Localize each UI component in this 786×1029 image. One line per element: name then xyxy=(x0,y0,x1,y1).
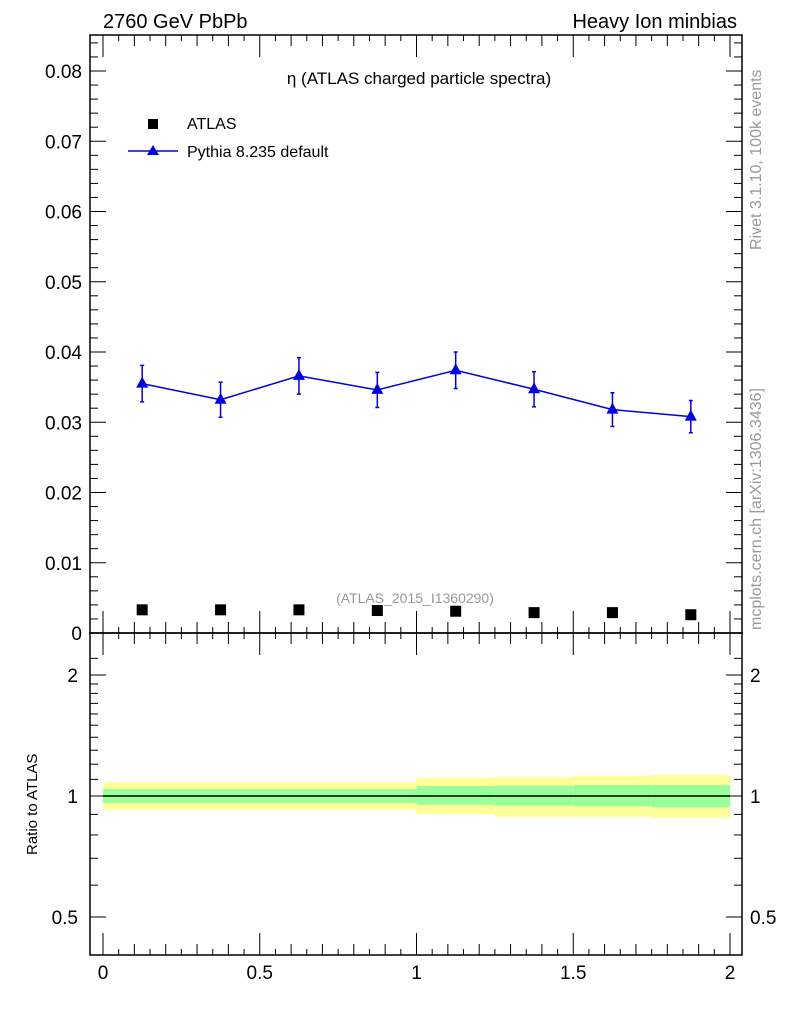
y-tick-label: 0.02 xyxy=(45,484,82,505)
x-tick-label: 0.5 xyxy=(247,963,273,984)
atlas-point xyxy=(371,605,383,617)
legend-pythia-label: Pythia 8.235 default xyxy=(187,144,329,161)
legend-pythia-marker xyxy=(147,145,159,155)
pythia-point xyxy=(606,402,619,414)
rivet-label: Rivet 3.1.10, 100k events xyxy=(748,69,765,250)
chart-marks xyxy=(136,351,697,621)
x-tick-label: 0 xyxy=(98,963,109,984)
pythia-point xyxy=(214,392,227,404)
pythia-line xyxy=(142,369,691,418)
ratio-y-tick-label-right: 2 xyxy=(750,666,761,687)
y-tick-label: 0.06 xyxy=(45,203,82,224)
x-tick-label: 1 xyxy=(411,963,422,984)
x-tick-label: 1.5 xyxy=(560,963,586,984)
legend-atlas-label: ATLAS xyxy=(187,116,237,133)
analysis-tag: (ATLAS_2015_I1360290) xyxy=(336,590,494,606)
header-right: Heavy Ion minbias xyxy=(572,11,737,33)
pythia-point xyxy=(528,382,541,394)
x-tick-label: 2 xyxy=(725,963,736,984)
legend-atlas-marker xyxy=(148,119,158,129)
y-tick-label: 0.08 xyxy=(45,62,82,83)
ratio-y-tick-label: 2 xyxy=(67,666,78,687)
pythia-point xyxy=(684,409,697,421)
y-tick-label: 0.05 xyxy=(45,273,82,294)
atlas-point xyxy=(450,605,462,617)
ratio-y-tick-label: 1 xyxy=(67,787,78,808)
ratio-y-tick-label: 0.5 xyxy=(52,908,78,929)
y-tick-label: 0.07 xyxy=(45,132,82,153)
ratio-y-tick-label-right: 0.5 xyxy=(750,908,776,929)
pythia-point xyxy=(371,382,384,394)
pythia-point xyxy=(449,363,462,375)
atlas-point xyxy=(293,604,305,616)
y-tick-label: 0.03 xyxy=(45,413,82,434)
pythia-point xyxy=(136,376,149,388)
pythia-point xyxy=(292,368,305,380)
legend: ATLAS Pythia 8.235 default xyxy=(128,116,329,161)
atlas-point xyxy=(215,604,227,616)
y-tick-label: 0.04 xyxy=(45,343,82,364)
y-tick-label: 0 xyxy=(71,624,82,645)
axes: 0 0.01 0.02 0.03 0.04 0.05 0.06 0.07 0.08 0 0.5 1 1.… xyxy=(45,34,776,984)
atlas-point xyxy=(136,604,148,616)
ratio-ylabel: Ratio to ATLAS xyxy=(24,754,41,855)
chart-title: η (ATLAS charged particle spectra) xyxy=(287,69,551,88)
atlas-point xyxy=(606,607,618,619)
y-tick-label: 0.01 xyxy=(45,554,82,575)
header-left: 2760 GeV PbPb xyxy=(103,11,248,33)
atlas-point xyxy=(685,609,697,621)
atlas-point xyxy=(528,607,540,619)
ratio-y-tick-label-right: 1 xyxy=(750,787,761,808)
ratio-bands xyxy=(103,774,730,818)
mcplots-label: mcplots.cern.ch [arXiv:1306.3436] xyxy=(748,388,765,630)
